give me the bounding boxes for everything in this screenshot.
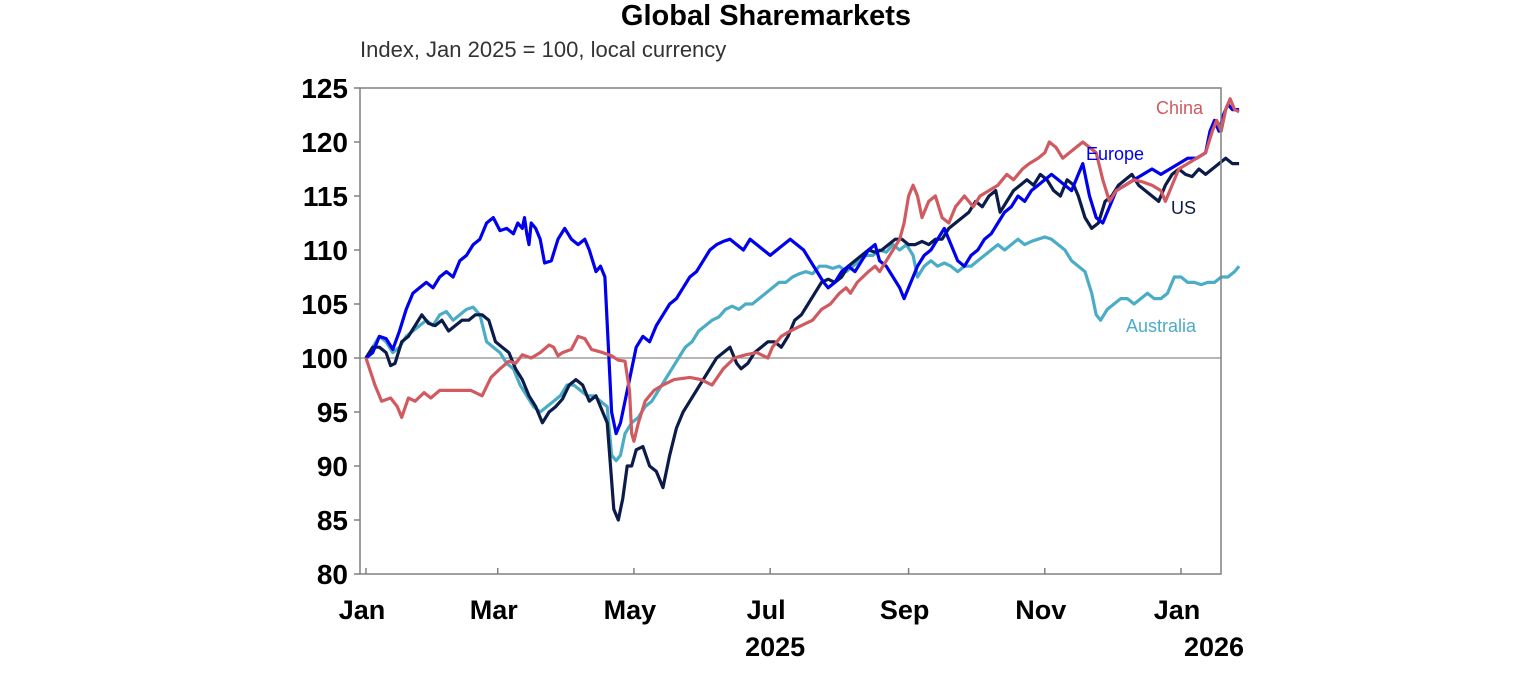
- x-tick-label: Nov: [1015, 595, 1066, 625]
- x-year-label: 2026: [1184, 632, 1244, 662]
- x-tick-label: Sep: [880, 595, 930, 625]
- chart-subtitle: Index, Jan 2025 = 100, local currency: [360, 37, 727, 62]
- y-tick-label: 100: [301, 343, 348, 374]
- plot-frame: [359, 87, 1222, 575]
- x-axis: Jan Mar May Jul Sep Nov Jan 2025 2026: [339, 568, 1244, 662]
- y-tick-label: 105: [301, 289, 348, 320]
- y-tick-label: 125: [301, 73, 348, 104]
- chart-title: Global Sharemarkets: [620, 0, 912, 32]
- y-tick-label: 95: [317, 397, 348, 428]
- x-tick-label: Jan: [339, 595, 386, 625]
- y-tick-label: 85: [317, 505, 348, 536]
- x-tick-label: Mar: [470, 595, 519, 625]
- y-tick-label: 115: [303, 181, 348, 212]
- series-labels: China Europe US Australia: [1086, 98, 1204, 336]
- y-axis: 80 85 90 95 100 105 110 115 120 125: [301, 73, 360, 590]
- x-tick-label: Jul: [747, 595, 786, 625]
- y-tick-label: 110: [303, 235, 348, 266]
- series-line-us: [364, 156, 1240, 522]
- series-label-us: US: [1171, 198, 1196, 218]
- y-tick-label: 90: [317, 451, 348, 482]
- series-line-europe: [364, 102, 1240, 436]
- series-label-europe: Europe: [1086, 144, 1144, 164]
- x-tick-label: Jan: [1154, 595, 1201, 625]
- y-tick-label: 120: [301, 127, 348, 158]
- x-year-label: 2025: [745, 632, 805, 662]
- series-line-china: [364, 97, 1240, 443]
- series-line-australia: [364, 235, 1241, 463]
- y-tick-label: 80: [317, 559, 348, 590]
- series-label-china: China: [1156, 98, 1204, 118]
- series-lines: [364, 97, 1241, 522]
- series-label-australia: Australia: [1126, 316, 1197, 336]
- x-tick-label: May: [604, 595, 657, 625]
